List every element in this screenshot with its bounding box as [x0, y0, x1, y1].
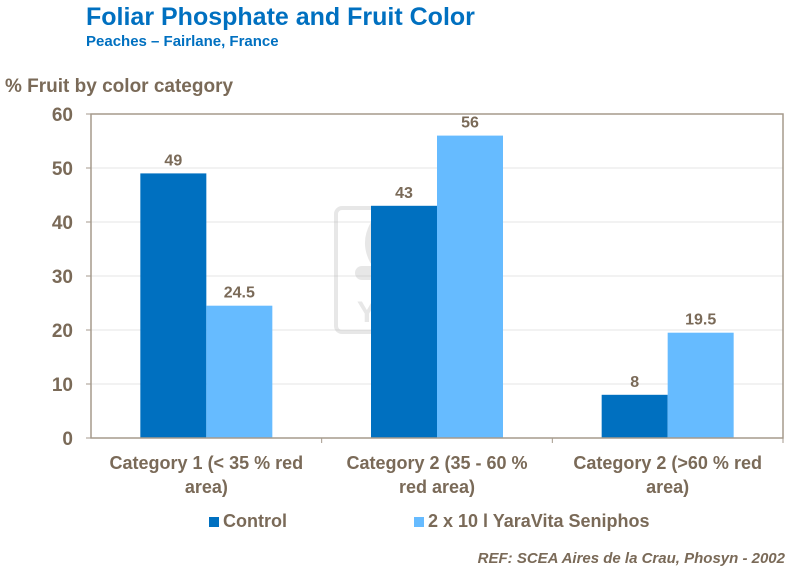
- legend-label: Control: [223, 511, 287, 531]
- x-tick-label: Category 1 (< 35 % red: [110, 453, 304, 473]
- bar: [601, 394, 668, 438]
- y-tick-label: 30: [52, 267, 73, 288]
- data-label: 24.5: [224, 285, 255, 302]
- y-tick-label: 10: [52, 375, 73, 396]
- chart-subtitle: Peaches – Fairlane, France: [86, 33, 279, 50]
- x-tick-label: Category 2 (35 - 60 %: [346, 453, 527, 473]
- data-label: 49: [164, 152, 182, 169]
- legend-swatch: [209, 516, 219, 527]
- data-label: 19.5: [685, 312, 716, 329]
- bar: [140, 173, 207, 438]
- data-label: 56: [461, 115, 479, 132]
- y-axis-label: % Fruit by color category: [5, 76, 234, 97]
- y-tick-label: 50: [52, 159, 73, 180]
- y-tick-label: 60: [52, 105, 73, 126]
- y-tick-label: 20: [52, 321, 73, 342]
- x-tick-label: Category 2 (>60 % red: [573, 453, 762, 473]
- legend-swatch: [414, 516, 424, 527]
- reference-note: REF: SCEA Aires de la Crau, Phosyn - 200…: [477, 550, 785, 567]
- chart-title: Foliar Phosphate and Fruit Color: [86, 3, 475, 31]
- data-label: 8: [630, 374, 639, 391]
- data-label: 43: [395, 185, 413, 202]
- x-tick-label: red area): [399, 477, 475, 497]
- plot-frame: [90, 113, 784, 439]
- x-tick-label: area): [185, 477, 228, 497]
- bar: [371, 205, 437, 438]
- legend-item-control: Control: [209, 511, 287, 532]
- bar: [437, 135, 503, 438]
- legend-item-seniphos: 2 x 10 l YaraVita Seniphos: [414, 511, 649, 532]
- y-tick-label: 0: [62, 429, 73, 450]
- bar: [206, 305, 273, 438]
- y-tick-label: 40: [52, 213, 73, 234]
- x-tick-label: area): [646, 477, 689, 497]
- legend-label: 2 x 10 l YaraVita Seniphos: [428, 511, 650, 531]
- bar: [667, 332, 734, 438]
